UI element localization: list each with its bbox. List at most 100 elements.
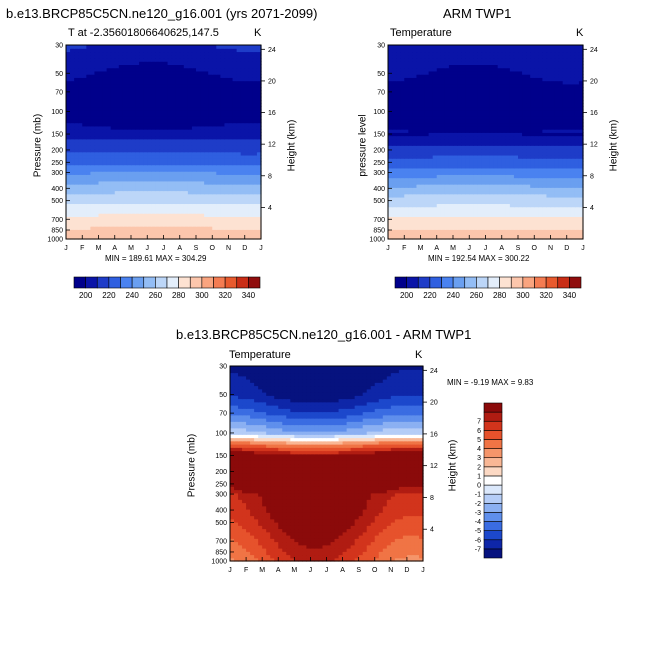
contour-cell [440, 167, 446, 172]
contour-cell [110, 61, 116, 65]
contour-cell [388, 222, 393, 227]
contour-cell [224, 158, 230, 162]
contour-cell [550, 177, 556, 182]
contour-cell [171, 64, 177, 69]
contour-cell [163, 122, 169, 127]
contour-cell [187, 222, 193, 227]
contour-cell [94, 235, 100, 240]
contour-cell [436, 135, 442, 140]
contour-cell [408, 229, 413, 234]
contour-cell [122, 122, 128, 127]
contour-cell [461, 164, 466, 169]
contour-cell [228, 87, 234, 91]
contour-cell [256, 206, 262, 211]
contour-cell [538, 164, 543, 169]
contour-cell [139, 51, 144, 56]
contour-cell [444, 196, 450, 201]
contour-cell [489, 125, 495, 130]
contour-cell [204, 154, 209, 159]
contour-cell [106, 116, 112, 120]
contour-cell [143, 193, 148, 198]
contour-cell [143, 70, 148, 75]
contour-cell [546, 148, 552, 153]
contour-cell [126, 203, 132, 208]
contour-cell [204, 209, 209, 214]
contour-cell [118, 54, 124, 59]
contour-cell [501, 177, 507, 182]
contour-cell [98, 135, 104, 140]
contour-cell [416, 216, 422, 221]
contour-cell [550, 145, 556, 150]
contour-cell [256, 122, 262, 127]
contour-cell [232, 174, 238, 179]
contour-cell [220, 142, 226, 146]
contour-cell [139, 148, 144, 153]
contour-cell [444, 119, 450, 124]
contour-cell [155, 109, 161, 114]
contour-cell [187, 190, 193, 195]
contour-cell [70, 119, 75, 124]
contour-cell [485, 132, 491, 137]
contour-cell [74, 119, 79, 124]
contour-cell [428, 226, 434, 230]
contour-cell [534, 193, 539, 198]
contour-fill [66, 45, 262, 240]
contour-cell [432, 138, 438, 143]
contour-cell [248, 161, 254, 166]
contour-cell [420, 184, 426, 188]
contour-cell [493, 161, 499, 166]
contour-cell [191, 203, 197, 208]
contour-cell [220, 80, 226, 85]
contour-cell [388, 180, 393, 185]
contour-cell [147, 187, 152, 192]
contour-cell [412, 196, 418, 201]
contour-cell [501, 190, 507, 195]
contour-cell [481, 154, 487, 159]
contour-cell [167, 74, 173, 78]
contour-cell [131, 125, 136, 130]
contour-cell [558, 122, 564, 127]
contour-cell [554, 135, 560, 140]
contour-cell [240, 48, 246, 53]
contour-cell [388, 177, 393, 182]
contour-cell [191, 145, 197, 150]
contour-cell [171, 154, 177, 159]
contour-cell [98, 119, 104, 124]
contour-cell [220, 203, 226, 208]
contour-cell [574, 209, 580, 214]
contour-cell [110, 206, 116, 211]
contour-cell [78, 116, 83, 120]
contour-cell [481, 158, 487, 162]
contour-cell [118, 209, 124, 214]
contour-cell [550, 132, 556, 137]
contour-cell [143, 203, 148, 208]
contour-cell [179, 109, 185, 114]
contour-cell [216, 77, 221, 82]
contour-cell [224, 180, 230, 185]
contour-cell [94, 164, 100, 169]
contour-cell [232, 106, 238, 111]
contour-cell [444, 106, 450, 111]
contour-cell [489, 187, 495, 192]
contour-cell [216, 174, 221, 179]
contour-cell [448, 184, 454, 188]
contour-cell [86, 70, 91, 75]
contour-cell [106, 138, 112, 143]
contour-cell [171, 57, 177, 62]
contour-cell [473, 171, 478, 175]
contour-cell [457, 177, 462, 182]
contour-cell [220, 51, 226, 56]
contour-cell [477, 129, 483, 133]
contour-cell [562, 154, 568, 159]
contour-cell [248, 90, 254, 95]
contour-cell [408, 125, 413, 130]
contour-cell [179, 151, 185, 156]
contour-cell [477, 116, 483, 120]
contour-cell [163, 67, 169, 72]
contour-cell [179, 164, 185, 169]
contour-cell [240, 154, 246, 159]
contour-cell [110, 213, 116, 217]
contour-cell [118, 48, 124, 53]
contour-cell [400, 135, 405, 140]
contour-cell [220, 135, 226, 140]
